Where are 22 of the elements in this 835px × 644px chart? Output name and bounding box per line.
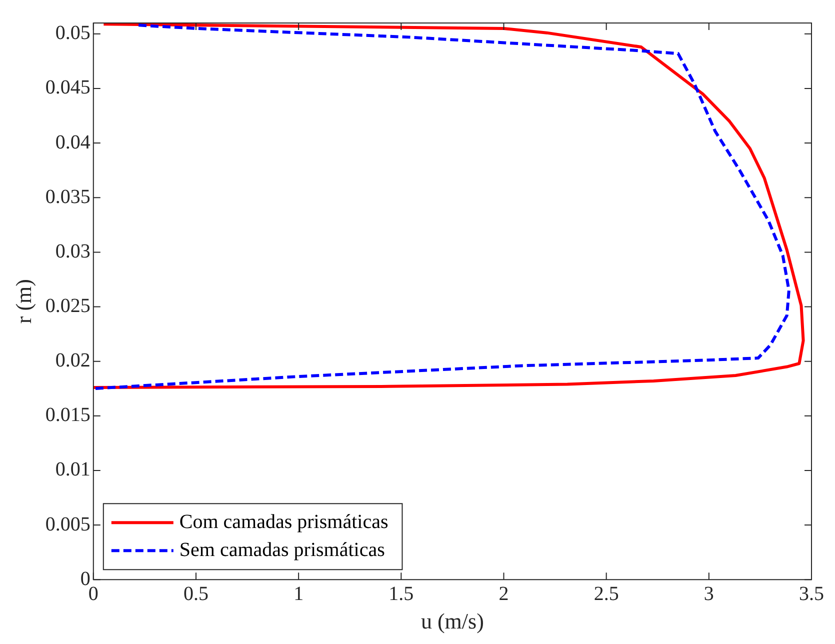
y-tick-label: 0.04: [55, 131, 90, 154]
x-tick-label: 2.5: [594, 582, 619, 605]
y-tick-label: 0.045: [45, 76, 90, 99]
x-tick-label: 0.5: [183, 582, 208, 605]
y-tick-label: 0.005: [45, 513, 90, 536]
y-tick-label: 0: [80, 568, 90, 590]
x-tick-label: 1.5: [388, 582, 414, 605]
y-tick-label: 0.025: [45, 295, 90, 318]
x-tick-label: 3.5: [799, 582, 824, 605]
y-tick-label: 0.035: [45, 186, 90, 208]
x-tick-label: 2: [498, 582, 509, 605]
y-tick-label: 0.02: [55, 350, 90, 372]
x-tick-label: 1: [294, 582, 304, 605]
x-axis-title: u (m/s): [420, 608, 484, 634]
y-axis-title: r (m): [10, 279, 36, 324]
y-tick-label: 0.03: [55, 240, 90, 262]
y-tick-label: 0.01: [55, 458, 90, 481]
legend-label: Com camadas prismáticas: [179, 510, 388, 533]
legend-label: Sem camadas prismáticas: [179, 538, 386, 561]
x-tick-label: 3: [704, 582, 714, 605]
y-tick-label: 0.05: [55, 22, 90, 44]
y-tick-label: 0.015: [45, 404, 90, 426]
